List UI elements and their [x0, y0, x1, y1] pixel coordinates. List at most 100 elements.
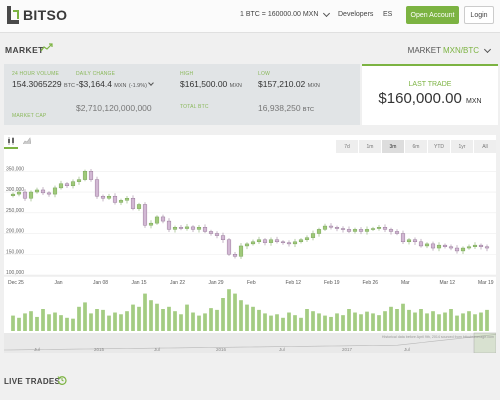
range-navigator[interactable] [4, 333, 496, 353]
x-tick-label: Feb 12 [286, 280, 302, 286]
volume-bar [251, 306, 255, 331]
login-button[interactable]: Login [464, 6, 494, 24]
range-7d[interactable]: 7d [336, 140, 358, 153]
candle [148, 222, 154, 226]
volume-bar [401, 303, 405, 331]
candle [268, 239, 274, 243]
navigator-handle[interactable] [473, 332, 496, 353]
volume-bar [59, 315, 63, 331]
volume-bar [305, 309, 309, 331]
volume-bar [347, 309, 351, 331]
x-tick-label: Mar [401, 280, 410, 286]
stat-high: HIGH $161,500.00 MXN [180, 71, 242, 89]
candle [250, 241, 256, 245]
volume-bar [317, 313, 321, 331]
volume-bar [287, 312, 291, 331]
developers-link[interactable]: Developers [338, 11, 374, 18]
candle [364, 229, 370, 232]
candle [16, 191, 22, 195]
range-all[interactable]: All [474, 140, 496, 153]
btc-rate-dropdown[interactable]: 1 BTC = 160000.00 MXN [240, 9, 331, 18]
market-heading: MARKET [5, 45, 44, 55]
candle [394, 231, 400, 234]
candle [376, 227, 382, 229]
volume-bar [263, 313, 267, 331]
chart-footnote: Historical data before April 9th, 2014 s… [382, 335, 494, 339]
volume-bar [359, 314, 363, 331]
y-tick-label: 300,000 [6, 187, 24, 193]
candle [226, 239, 232, 255]
range-1m[interactable]: 1m [359, 140, 381, 153]
range-6m[interactable]: 6m [405, 140, 427, 153]
candle [478, 244, 484, 247]
volume-bar [257, 309, 261, 331]
y-tick-label: 200,000 [6, 229, 24, 235]
candle [430, 243, 436, 249]
range-3m[interactable]: 3m [382, 140, 404, 153]
volume-bar [281, 317, 285, 331]
volume-bar [341, 315, 345, 331]
y-tick-label: 350,000 [6, 166, 24, 172]
volume-bar [167, 306, 171, 331]
history-icon [57, 376, 67, 385]
chart-type-tabs [4, 135, 34, 149]
market-pair-dropdown[interactable]: MARKET MXN/BTC [408, 45, 492, 55]
daily-change-value: -$3,164.4 [76, 79, 112, 89]
volume-bar [299, 317, 303, 331]
volume-bar [125, 311, 129, 331]
volume-bar [53, 312, 57, 331]
volume-bar [197, 315, 201, 331]
candlestick-chart-tab-icon[interactable] [4, 135, 18, 149]
area-chart-tab-icon[interactable] [20, 135, 34, 149]
candle [184, 226, 190, 229]
bitso-logo[interactable]: BITSO [6, 6, 67, 24]
candle [412, 239, 418, 243]
stat-value: $161,500.00 MXN [180, 79, 242, 89]
volume-bar [407, 309, 411, 331]
volume-bar [479, 312, 483, 331]
candle [382, 227, 388, 230]
candlestick-chart[interactable]: 350,000 300,000 250,000 200,000 150,000 100,0… [4, 135, 496, 353]
x-tick-label: Feb 19 [324, 280, 340, 286]
volume-bar [293, 315, 297, 331]
candle [94, 179, 100, 197]
candle [460, 247, 466, 252]
range-1yr[interactable]: 1yr [451, 140, 473, 153]
candle [238, 245, 244, 257]
stat-24h-volume: 24 HOUR VOLUME 154.3065229 BTC [12, 71, 75, 89]
daily-change-pct: (-1.9%) [128, 83, 147, 89]
volume-bar [71, 318, 75, 331]
total-btc-unit: BTC [302, 107, 314, 113]
volume-bar [35, 316, 39, 331]
candle [334, 227, 340, 229]
chevron-down-icon [323, 9, 331, 17]
open-account-button[interactable]: Open Account [406, 6, 459, 24]
range-ytd[interactable]: YTD [428, 140, 450, 153]
candle [418, 241, 424, 247]
navigator-tick-label: Jul [154, 347, 160, 352]
volume-bar [335, 313, 339, 331]
stat-daily-change[interactable]: DAILY CHANGE -$3,164.4 MXN (-1.9%) [76, 71, 154, 89]
volume-bar [383, 311, 387, 331]
candle [472, 244, 478, 247]
last-trade-value: $160,000.00 [378, 90, 462, 107]
language-link[interactable]: ES [383, 11, 393, 18]
candle [22, 191, 28, 199]
volume-bar [29, 311, 33, 331]
volume-bar [443, 312, 447, 331]
volume-bar [47, 314, 51, 331]
candle [256, 239, 262, 243]
x-tick-label: Dec 25 [8, 280, 24, 286]
candle [136, 204, 142, 209]
y-tick-label: 150,000 [6, 249, 24, 255]
total-btc-value: 16,938,250 [258, 103, 301, 113]
volume-bar [101, 309, 105, 331]
low-value: $157,210.02 [258, 79, 306, 89]
volume-bar [65, 317, 69, 331]
volume-bar [119, 314, 123, 331]
candle [166, 220, 172, 230]
candle [370, 228, 376, 230]
stat-value: 16,938,250 BTC [258, 103, 314, 113]
volume-bar [485, 309, 489, 331]
candle [436, 244, 442, 249]
